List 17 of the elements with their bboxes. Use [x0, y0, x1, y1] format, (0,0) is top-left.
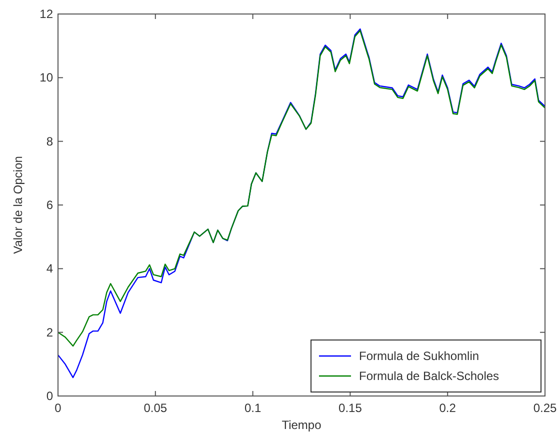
x-tick-label: 0.25 [533, 401, 557, 415]
y-axis-title: Valor de la Opcion [11, 156, 25, 254]
x-tick-label: 0.15 [338, 401, 362, 415]
x-tick-label: 0 [54, 401, 62, 415]
x-tick-label: 0.1 [244, 401, 262, 415]
legend-label: Formula de Sukhomlin [359, 349, 480, 363]
x-tick-label: 0.05 [144, 401, 168, 415]
y-tick-label: 0 [46, 389, 54, 403]
y-tick-label: 8 [46, 134, 54, 148]
y-tick-label: 6 [46, 198, 54, 212]
legend-label: Formula de Balck-Scholes [359, 369, 500, 383]
x-axis-title: Tiempo [282, 418, 322, 432]
y-tick-label: 2 [46, 325, 54, 340]
y-tick-label: 10 [40, 70, 54, 85]
x-tick-label: 0.2 [439, 401, 456, 415]
y-tick-label: 12 [40, 7, 54, 21]
y-tick-label: 4 [46, 262, 54, 276]
